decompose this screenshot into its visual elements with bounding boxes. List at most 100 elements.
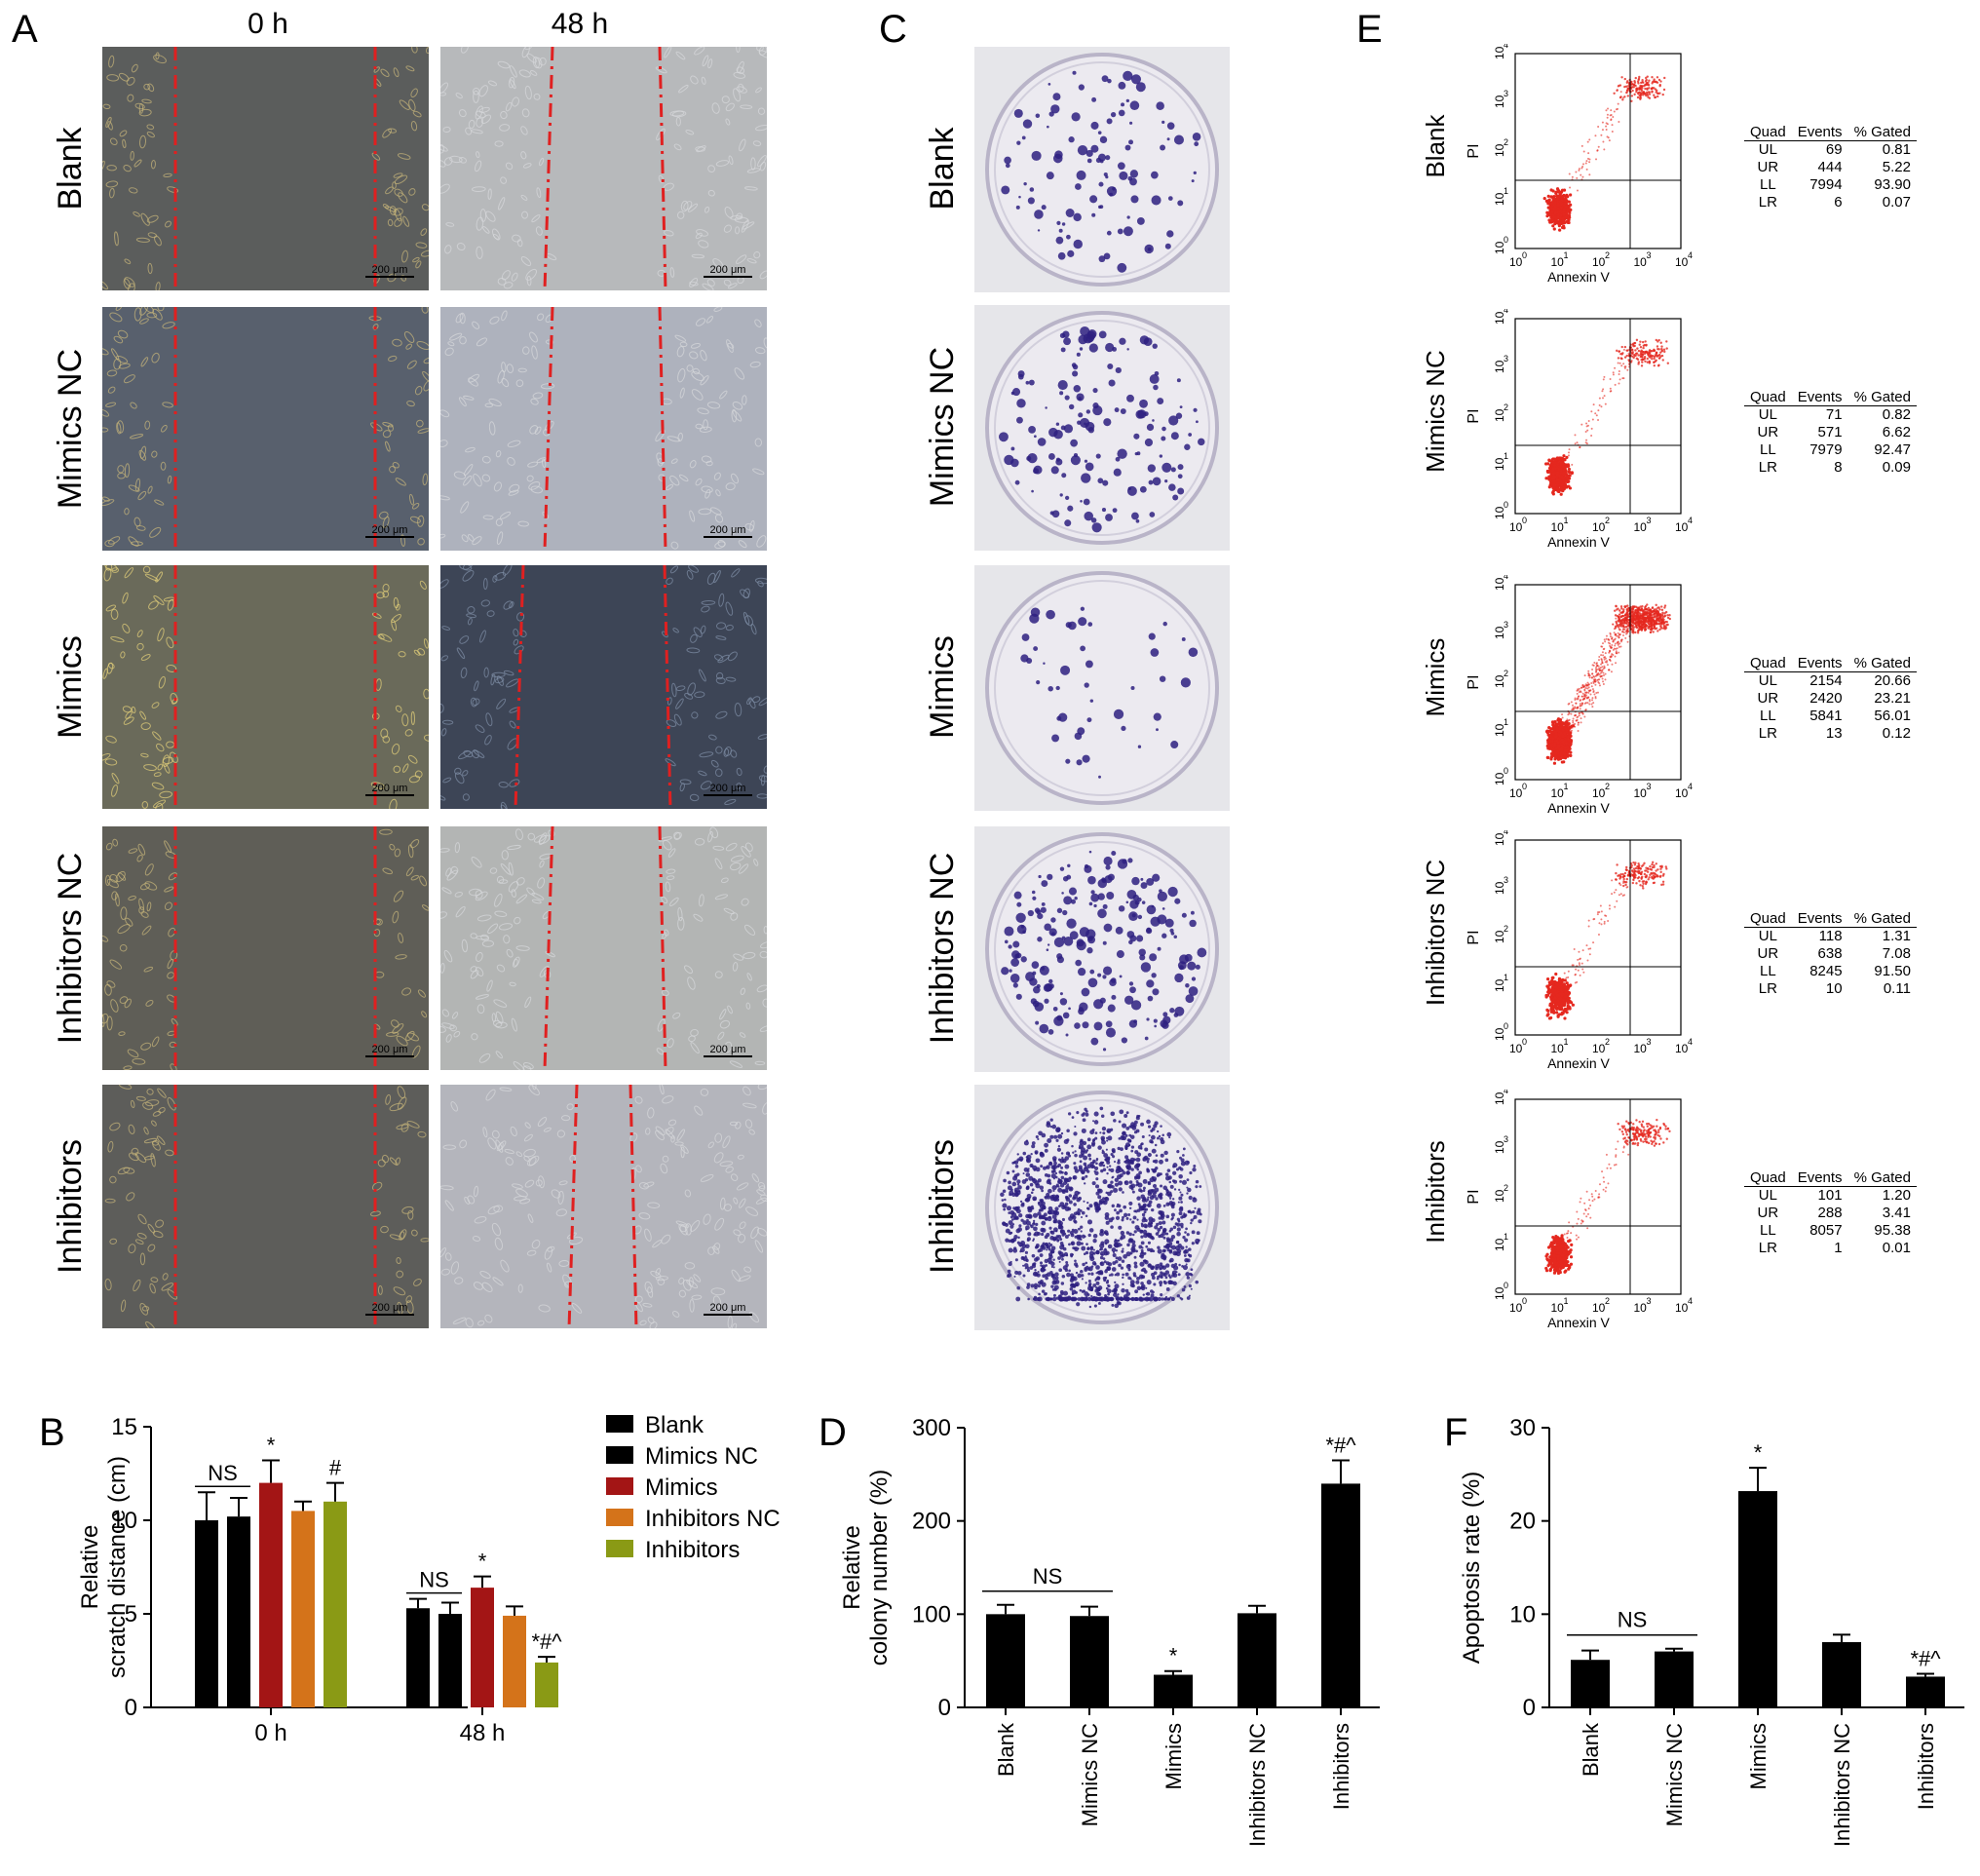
y-tick-label: 0 [125, 1695, 137, 1721]
panel-label-b: B [39, 1411, 65, 1454]
flow-xtick-exp: 1 [1564, 1037, 1569, 1047]
quad-table-header: Quad [1744, 124, 1792, 141]
bar [438, 1614, 462, 1707]
quad-table-row: UL 101 1.20 [1744, 1187, 1917, 1206]
quad-table-cell: 93.90 [1874, 176, 1911, 193]
y-tick-label: 10 [111, 1508, 137, 1534]
scale-bar-label: 200 μm [710, 524, 746, 536]
flow-xlabel: Annexin V [1547, 1315, 1610, 1330]
quad-table-cell: 71 [1825, 406, 1843, 423]
panel-c-row-label: Blank [924, 127, 961, 211]
legend-swatch [606, 1415, 633, 1433]
flow-ytick-exp: 3 [1504, 89, 1508, 98]
quad-table-row: UL 71 0.82 [1744, 406, 1917, 425]
flow-xtick: 10 [1634, 255, 1648, 269]
quad-table-cell: 91.50 [1874, 963, 1911, 979]
flow-ytick-exp: 2 [1504, 402, 1508, 412]
x-tick-label: Mimics NC [1662, 1723, 1687, 1826]
quad-table-header: Quad [1744, 1169, 1792, 1187]
flow-ytick: 10 [1493, 457, 1506, 471]
chart-d-colony-number: 0 100 200 300 Relative colony number (%) Blank… [839, 1415, 1380, 1847]
flow-xtick: 10 [1509, 255, 1523, 269]
quad-table-header: % Gated [1847, 1169, 1917, 1187]
quad-table-cell: 118 [1818, 928, 1843, 944]
bar [1154, 1674, 1193, 1707]
flow-xtick: 10 [1634, 786, 1648, 800]
quad-table-row: UL 2154 20.66 [1744, 672, 1917, 691]
quad-table-row: LR 8 0.09 [1744, 459, 1917, 477]
flow-xtick-exp: 0 [1522, 250, 1527, 260]
quad-table-cell: 101 [1817, 1187, 1843, 1204]
panel-a-row-label: Inhibitors [52, 1139, 89, 1274]
legend-label: Mimics NC [645, 1443, 758, 1470]
flow-xtick: 10 [1592, 1301, 1606, 1315]
quad-table-cell: LR [1758, 980, 1777, 997]
panel-c-row-label: Mimics [924, 635, 961, 739]
x-tick-label: Inhibitors [1329, 1723, 1353, 1810]
x-tick-label: Mimics [1746, 1723, 1771, 1789]
y-axis-label: Relative [839, 1525, 865, 1610]
quad-table-cell: LR [1758, 725, 1777, 742]
quad-table-cell: 0.82 [1882, 406, 1911, 423]
flow-ytick: 10 [1493, 1091, 1506, 1105]
quad-table-cell: LL [1760, 1222, 1776, 1239]
quad-table-cell: UR [1757, 690, 1779, 707]
significance-marker: * [1169, 1644, 1178, 1668]
flow-ytick: 10 [1493, 881, 1506, 895]
scratch-image-0h: 200 μm [102, 565, 429, 809]
quad-table-cell: LL [1760, 441, 1776, 458]
quad-table-cell: 7979 [1809, 441, 1843, 458]
y-tick-label: 5 [125, 1601, 137, 1627]
bar [1906, 1676, 1945, 1707]
quad-table-row: LR 10 0.11 [1744, 980, 1917, 998]
legend-label: Inhibitors NC [645, 1506, 781, 1532]
quad-table-header: % Gated [1847, 655, 1917, 672]
scratch-image-48h: 200 μm [440, 307, 767, 551]
flow-ytick: 10 [1493, 930, 1506, 943]
quad-table-cell: LL [1760, 176, 1776, 193]
quad-table-cell: UL [1758, 1187, 1777, 1204]
bar [535, 1662, 558, 1707]
scale-bar-label: 200 μm [372, 783, 408, 794]
quadrant-table: Quad Events% Gated UL 101 1.20 UR 288 3.41 LL 805… [1744, 1169, 1917, 1257]
quad-table-cell: 5.22 [1882, 159, 1911, 175]
flow-ytick: 10 [1493, 95, 1506, 108]
significance-marker: * [267, 1434, 276, 1458]
y-tick-label: 10 [1509, 1601, 1536, 1627]
flow-xtick: 10 [1509, 1042, 1523, 1055]
scale-bar-label: 200 μm [710, 783, 746, 794]
flow-ytick-exp: 2 [1504, 137, 1508, 147]
quad-table-row: LL 7994 93.90 [1744, 176, 1917, 194]
y-tick-label: 200 [912, 1509, 951, 1535]
quad-table-cell: 6 [1834, 194, 1843, 211]
quad-table-row: LR 6 0.07 [1744, 194, 1917, 211]
flow-xlabel: Annexin V [1547, 800, 1610, 816]
chart-f-apoptosis-rate: 0 10 20 30 Apoptosis rate (%) Blank Mimics NC M… [1459, 1415, 1964, 1847]
flow-xtick: 10 [1675, 786, 1689, 800]
panel-label-f: F [1444, 1411, 1468, 1454]
quad-table-cell: 56.01 [1874, 708, 1911, 724]
flow-xtick: 10 [1509, 786, 1523, 800]
quad-table-cell: 13 [1825, 725, 1843, 742]
flow-xtick-exp: 1 [1564, 1296, 1569, 1306]
quad-table-cell: 2420 [1809, 690, 1843, 707]
panel-a-row-label: Mimics [52, 635, 89, 739]
panel-e-row-label: Mimics [1421, 637, 1450, 717]
bar [227, 1516, 250, 1707]
scratch-image-48h: 200 μm [440, 47, 767, 290]
panel-c-row-label: Inhibitors NC [924, 852, 961, 1045]
x-tick-label: Blank [1579, 1722, 1603, 1777]
quad-table-header: Quad [1744, 655, 1792, 672]
quad-table-cell: 0.07 [1882, 194, 1911, 211]
flow-ytick-exp: 4 [1504, 575, 1508, 581]
quad-table-row: UR 444 5.22 [1744, 159, 1917, 176]
colony-plate-image [974, 47, 1230, 292]
panel-label-a: A [12, 8, 38, 51]
panel-a-row-label: Inhibitors NC [52, 852, 89, 1045]
flow-xtick: 10 [1634, 1042, 1648, 1055]
flow-xtick: 10 [1592, 1042, 1606, 1055]
flow-ylabel: PI [1466, 143, 1482, 158]
quad-table-header: Events [1791, 389, 1848, 406]
panel-a-col-48h: 48 h [551, 8, 609, 40]
